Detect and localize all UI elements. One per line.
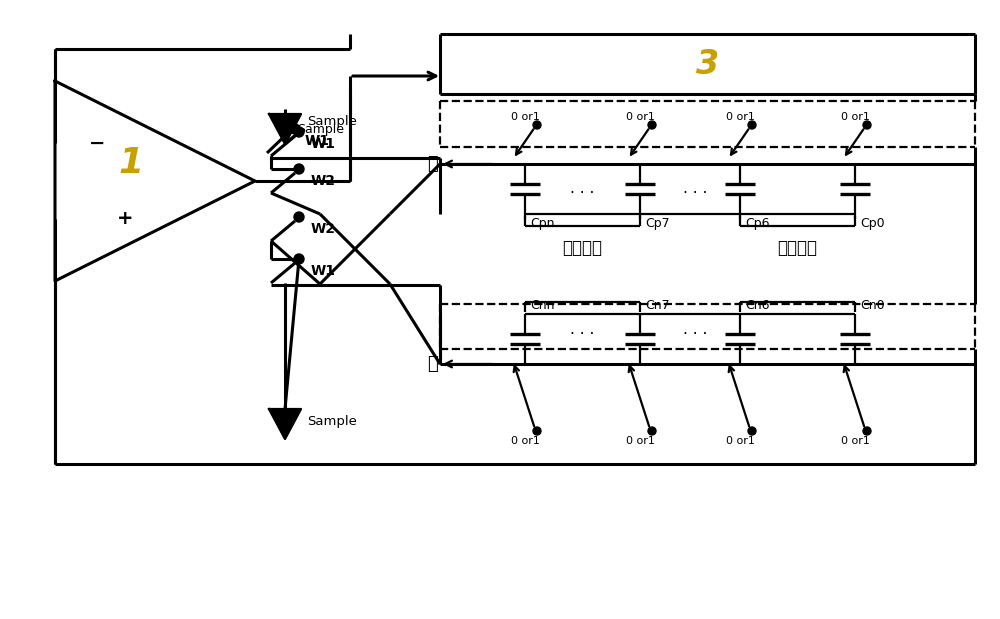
Circle shape <box>294 212 304 222</box>
Circle shape <box>533 427 541 435</box>
Circle shape <box>294 127 304 137</box>
Text: Sample: Sample <box>307 415 357 428</box>
Text: Cnn: Cnn <box>530 299 554 312</box>
Text: Cn6: Cn6 <box>745 299 770 312</box>
Text: 待校电容: 待校电容 <box>562 239 602 257</box>
Circle shape <box>533 121 541 129</box>
Text: W2: W2 <box>311 174 336 188</box>
Polygon shape <box>269 114 301 144</box>
Text: W1: W1 <box>311 137 336 151</box>
Text: 负: 负 <box>427 355 438 373</box>
Text: Cpn: Cpn <box>530 217 554 230</box>
Text: 0 or1: 0 or1 <box>511 436 539 446</box>
Text: Cn0: Cn0 <box>860 299 885 312</box>
Circle shape <box>648 427 656 435</box>
Circle shape <box>863 427 871 435</box>
Text: Cn7: Cn7 <box>645 299 670 312</box>
Text: 参考电容: 参考电容 <box>778 239 818 257</box>
Text: 0 or1: 0 or1 <box>726 112 754 122</box>
Text: Sample: Sample <box>297 123 344 136</box>
Text: 3: 3 <box>696 48 719 80</box>
Text: 0 or1: 0 or1 <box>726 436 754 446</box>
Text: 0 or1: 0 or1 <box>511 112 539 122</box>
Polygon shape <box>269 409 301 439</box>
Text: 1: 1 <box>118 146 144 180</box>
Text: 0 or1: 0 or1 <box>841 436 869 446</box>
Text: · · ·: · · · <box>570 326 595 342</box>
Circle shape <box>290 124 300 134</box>
Text: W2: W2 <box>311 222 336 236</box>
Circle shape <box>648 121 656 129</box>
Text: · · ·: · · · <box>570 186 595 202</box>
Circle shape <box>294 254 304 264</box>
Circle shape <box>748 121 756 129</box>
Text: 0 or1: 0 or1 <box>841 112 869 122</box>
Circle shape <box>863 121 871 129</box>
Circle shape <box>294 164 304 174</box>
Text: +: + <box>117 209 133 228</box>
Text: 正: 正 <box>427 155 438 173</box>
Circle shape <box>748 427 756 435</box>
Text: W1: W1 <box>305 134 330 148</box>
Text: 0 or1: 0 or1 <box>626 112 654 122</box>
Text: Cp0: Cp0 <box>860 217 885 230</box>
Text: 0 or1: 0 or1 <box>626 436 654 446</box>
Text: −: − <box>89 134 105 152</box>
Text: W1: W1 <box>311 264 336 278</box>
Text: Cp7: Cp7 <box>645 217 670 230</box>
Text: · · ·: · · · <box>683 186 707 202</box>
Text: Cp6: Cp6 <box>745 217 770 230</box>
Text: Sample: Sample <box>307 116 357 129</box>
Text: · · ·: · · · <box>683 326 707 342</box>
